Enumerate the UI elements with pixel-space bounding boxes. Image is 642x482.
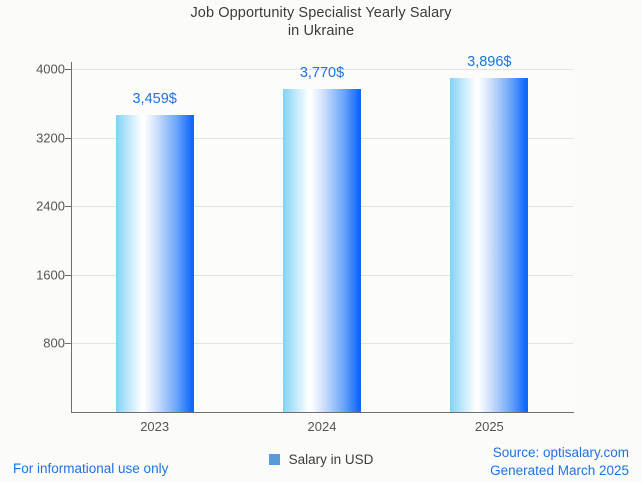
chart-title-line-1: Job Opportunity Specialist Yearly Salary: [190, 5, 452, 21]
y-axis-tick-mark: [65, 206, 71, 208]
y-axis-ticks: 800 1600 2400 3200 4000: [0, 62, 71, 412]
chart-title: Job Opportunity Specialist Yearly Salary…: [0, 4, 642, 40]
y-axis-line: [71, 62, 72, 413]
y-axis-tick-mark: [65, 343, 71, 345]
bar-2024[interactable]: [283, 88, 361, 412]
chart-legend: Salary in USD: [0, 452, 642, 467]
footer-source: Source: optisalary.com: [492, 445, 629, 460]
bar-2025[interactable]: [450, 77, 529, 412]
y-axis-tick-label: 4000: [36, 61, 65, 77]
y-axis-tick-mark: [65, 274, 71, 276]
footer-generated: Generated March 2025: [490, 463, 629, 478]
y-axis-tick-label: 3200: [36, 130, 65, 146]
x-axis-label-2025: 2025: [474, 419, 504, 434]
y-axis-tick-label: 1600: [36, 267, 65, 283]
chart-title-line-2: in Ukraine: [287, 23, 355, 39]
legend-item-label: Salary in USD: [288, 452, 374, 467]
x-axis-label-2023: 2023: [140, 419, 170, 434]
bar-2023[interactable]: [115, 115, 194, 412]
gridline: [71, 69, 573, 70]
footer-source-block: Source: optisalary.com Generated March 2…: [490, 444, 629, 480]
y-axis-tick-mark: [65, 137, 71, 139]
y-axis-tick-mark: [65, 69, 71, 70]
x-axis-label-2024: 2024: [307, 419, 337, 434]
bar-value-label: 3,896$: [467, 53, 512, 70]
y-axis-tick-label: 800: [43, 335, 65, 351]
plot-area: [71, 69, 573, 412]
y-axis-tick-label: 2400: [36, 198, 65, 214]
footer-disclaimer: For informational use only: [13, 461, 169, 476]
bar-value-label: 3,770$: [299, 64, 345, 81]
legend-swatch-icon: [268, 454, 280, 465]
bar-value-label: 3,459$: [132, 91, 177, 108]
x-axis-line: [71, 412, 574, 413]
